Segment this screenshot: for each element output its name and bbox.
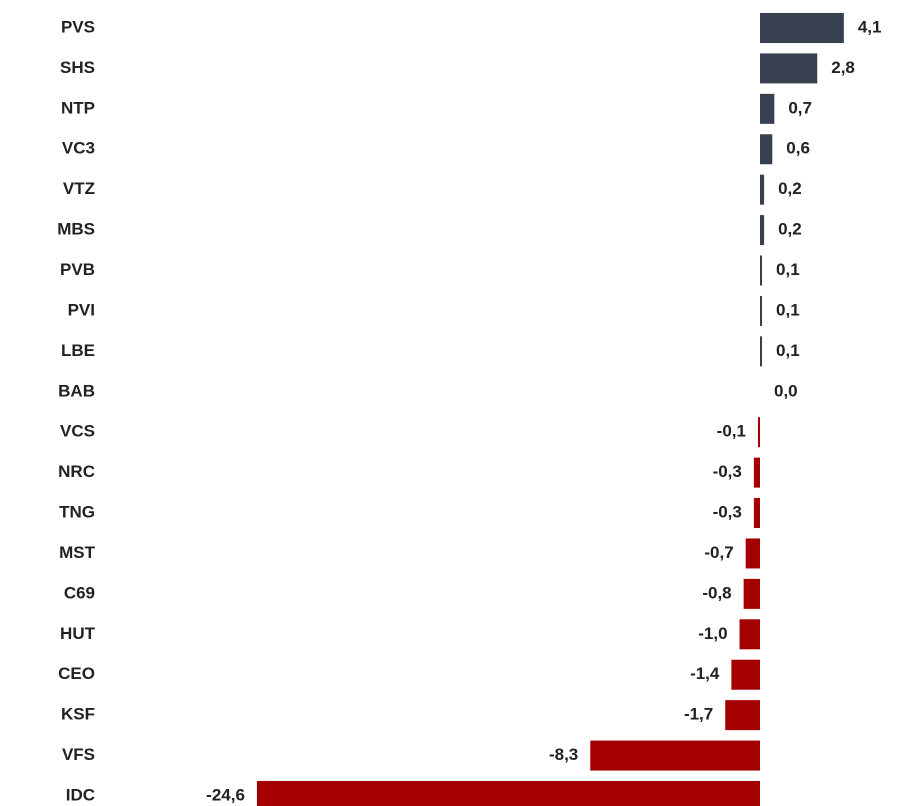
bar — [757, 417, 760, 448]
bar — [760, 134, 773, 165]
bar — [760, 174, 765, 205]
value-label: 4,1 — [858, 17, 882, 36]
value-label: 0,7 — [788, 98, 812, 117]
bar — [590, 740, 760, 771]
value-label: -0,7 — [704, 543, 733, 562]
bar — [739, 619, 760, 650]
bar — [760, 295, 763, 326]
bar — [753, 457, 760, 488]
category-label: PVB — [60, 260, 95, 279]
category-label: VTZ — [63, 179, 95, 198]
bar — [760, 93, 775, 124]
category-label: IDC — [66, 785, 95, 804]
value-label: 2,8 — [831, 58, 855, 77]
category-label: BAB — [58, 381, 95, 400]
bar — [725, 700, 760, 731]
value-label: 0,1 — [776, 300, 800, 319]
category-label: HUT — [60, 624, 96, 643]
category-label: KSF — [61, 705, 95, 724]
category-label: NRC — [58, 462, 95, 481]
category-label: PVI — [68, 300, 95, 319]
category-label: MBS — [57, 220, 95, 239]
category-label: TNG — [59, 503, 95, 522]
category-label: NTP — [61, 98, 95, 117]
category-label: LBE — [61, 341, 95, 360]
value-label: 0,2 — [778, 179, 802, 198]
bar — [760, 336, 763, 367]
value-label: 0,2 — [778, 220, 802, 239]
value-label: 0,0 — [774, 381, 798, 400]
category-label: C69 — [64, 583, 95, 602]
category-label: MST — [59, 543, 96, 562]
bar — [745, 538, 760, 569]
value-label: -1,4 — [690, 664, 720, 683]
category-label: CEO — [58, 664, 95, 683]
value-label: -24,6 — [206, 785, 245, 804]
bar — [760, 215, 765, 246]
value-label: 0,6 — [786, 139, 810, 158]
category-label: SHS — [60, 58, 95, 77]
bar — [731, 659, 760, 690]
category-label: VCS — [60, 422, 95, 441]
bar — [256, 780, 760, 806]
category-label: PVS — [61, 17, 95, 36]
value-label: -8,3 — [549, 745, 578, 764]
bar — [753, 498, 760, 529]
category-label: VC3 — [62, 139, 95, 158]
value-label: 0,1 — [776, 260, 800, 279]
value-label: -1,7 — [684, 705, 713, 724]
bar — [760, 53, 818, 84]
category-label: VFS — [62, 745, 95, 764]
value-label: -0,3 — [713, 462, 742, 481]
bar — [760, 255, 763, 286]
value-label: -0,8 — [702, 583, 731, 602]
bar — [743, 578, 760, 609]
value-label: -1,0 — [698, 624, 727, 643]
value-label: -0,3 — [713, 503, 742, 522]
value-label: 0,1 — [776, 341, 800, 360]
value-label: -0,1 — [717, 422, 746, 441]
bar — [760, 13, 844, 43]
